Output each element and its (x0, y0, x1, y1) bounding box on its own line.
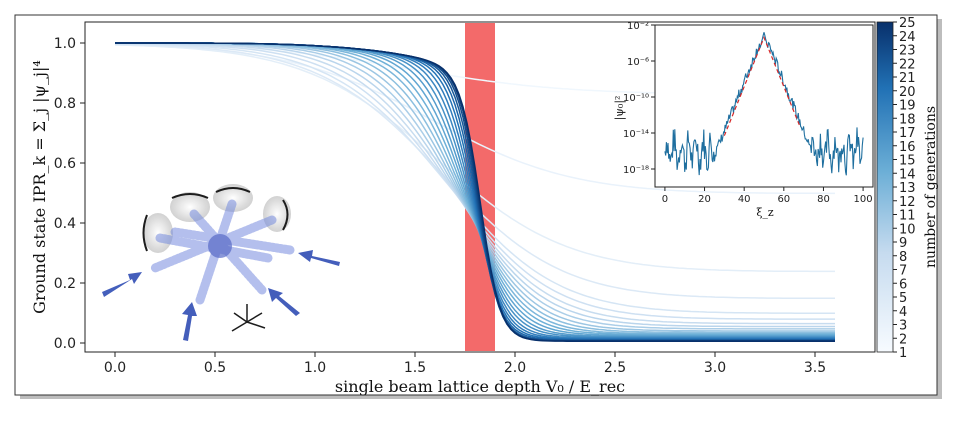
inset-x-tick-label: 100 (854, 194, 873, 205)
inset-y-tick-label: 10⁻⁶ (627, 57, 649, 68)
colorbar-tick-label: 6 (899, 277, 907, 292)
inset-x-tick-label: 0 (662, 194, 668, 205)
inset-x-ticks: 0 20 40 60 80 100 (662, 187, 873, 205)
colorbar-tick-label: 15 (899, 154, 916, 169)
colorbar-tick-label: 16 (899, 140, 916, 155)
inset-y-tick-label: 10⁻¹⁴ (623, 129, 649, 140)
triad-icon (231, 304, 266, 332)
inset-x-tick-label: 20 (698, 194, 711, 205)
inset-y-tick-label: 10⁻¹⁸ (623, 165, 649, 176)
x-tick-label: 3.0 (704, 360, 726, 376)
y-axis-label: Ground state IPR_k = Σ_j |ψ_j|⁴ (30, 60, 49, 314)
inset-line (664, 32, 864, 176)
y-tick-label: 0.4 (54, 216, 76, 232)
inset-x-tick-label: 40 (738, 194, 751, 205)
colorbar-ticks: 1234567891011121314151617181920212223242… (893, 16, 916, 361)
inset-y-tick-label: 10⁻² (627, 21, 649, 32)
inset-panel: 0 20 40 60 80 100 10⁻² 10⁻⁶ 10⁻¹⁰ 10⁻¹⁴ 10⁻¹⁸ ξ_z… (613, 21, 874, 219)
inset-y-label: |ψ₀|² (613, 96, 627, 121)
colorbar-tick-label: 14 (899, 167, 916, 182)
y-tick-label: 0.8 (54, 96, 76, 112)
colorbar-tick-label: 7 (899, 264, 907, 279)
colorbar-label: number of generations (923, 106, 939, 268)
colorbar-tick-label: 2 (899, 332, 907, 347)
y-tick-label: 0.0 (54, 336, 76, 352)
inset-x-tick-label: 80 (817, 194, 830, 205)
x-tick-label: 3.5 (804, 360, 826, 376)
colorbar-tick-label: 20 (899, 85, 916, 100)
colorbar-tick-label: 23 (899, 44, 916, 59)
ipr-curve (115, 42, 835, 342)
colorbar: 1234567891011121314151617181920212223242… (876, 16, 939, 361)
x-tick-label: 2.5 (604, 360, 626, 376)
inset-y-ticks: 10⁻² 10⁻⁶ 10⁻¹⁰ 10⁻¹⁴ 10⁻¹⁸ (623, 21, 655, 176)
colorbar-tick-label: 11 (899, 209, 916, 224)
colorbar-tick-label: 25 (899, 16, 916, 31)
colorbar-tick-label: 5 (899, 291, 907, 306)
colorbar-tick-label: 9 (899, 236, 907, 251)
colorbar-tick-label: 19 (899, 99, 916, 114)
inset-y-tick-label: 10⁻¹⁰ (623, 93, 649, 104)
inset-x-label: ξ_z (756, 206, 774, 219)
colorbar-tick-label: 17 (899, 126, 916, 141)
colorbar-tick-label: 8 (899, 250, 907, 265)
y-ticks: 0.0 0.2 0.4 0.6 0.8 1.0 (54, 36, 85, 352)
main-axes (84, 21, 876, 353)
x-tick-label: 0.5 (204, 360, 226, 376)
x-tick-label: 2.0 (504, 360, 526, 376)
lattice-illustration (102, 184, 340, 341)
colorbar-tick-label: 21 (899, 71, 916, 86)
x-axis-label: single beam lattice depth V₀ / E_rec (335, 377, 625, 396)
colorbar-tick-label: 24 (899, 30, 916, 45)
colorbar-tick-label: 12 (899, 195, 916, 210)
colorbar-tick-label: 10 (899, 222, 916, 237)
colorbar-tick-label: 3 (899, 319, 907, 334)
y-tick-label: 0.2 (54, 276, 76, 292)
inset-x-tick-label: 60 (777, 194, 790, 205)
inset-fit-line (723, 35, 801, 136)
x-tick-label: 0.0 (104, 360, 126, 376)
x-ticks: 0.0 0.5 1.0 1.5 2.0 2.5 3.0 3.5 (104, 352, 826, 376)
x-tick-label: 1.0 (304, 360, 326, 376)
y-tick-label: 0.6 (54, 156, 76, 172)
colorbar-tick-label: 1 (899, 346, 907, 361)
colorbar-tick-label: 18 (899, 112, 916, 127)
colorbar-tick-label: 13 (899, 181, 916, 196)
x-tick-label: 1.5 (404, 360, 426, 376)
colorbar-tick-label: 22 (899, 57, 916, 72)
y-tick-label: 1.0 (54, 36, 76, 52)
arrow-icon (102, 250, 340, 341)
colorbar-tick-label: 4 (899, 305, 907, 320)
